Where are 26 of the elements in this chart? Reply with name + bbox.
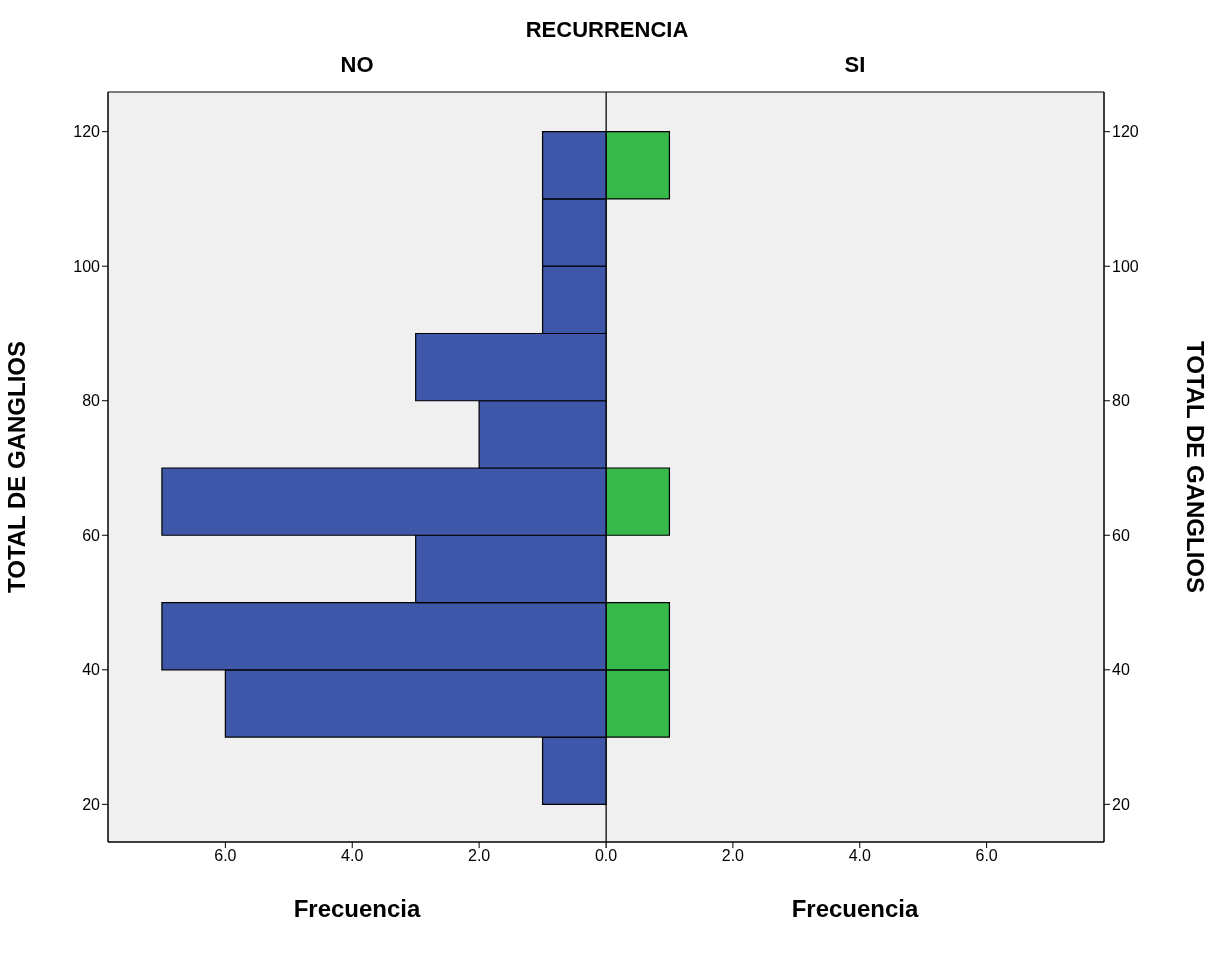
y-tick-label: 120 [1112, 123, 1139, 141]
chart-title: NO [339, 52, 375, 78]
y-tick-label: 20 [82, 796, 101, 814]
y-tick-label: 60 [1112, 526, 1130, 544]
text: RECURRENCIA [524, 16, 690, 44]
x-tick-label: 2.0 [721, 847, 745, 865]
y-axis-title: TOTAL DE GANGLIOS [2, 340, 30, 594]
chart-title: SI [843, 52, 867, 78]
y-tick-label: 120 [73, 123, 101, 141]
x-axis-title: Frecuencia [293, 895, 422, 922]
y-tick-label: 100 [73, 257, 101, 275]
y-tick-label: 40 [1112, 661, 1130, 679]
y-tick-label: 80 [1112, 392, 1130, 410]
x-tick-label: 4.0 [341, 847, 364, 865]
x-axis-title: Frecuencia [791, 895, 920, 922]
y-tick-label: 60 [82, 526, 101, 544]
y-tick-label: 80 [82, 392, 101, 410]
x-tick-label: 0.0 [594, 847, 618, 865]
y-tick-label: 20 [1112, 796, 1130, 814]
y-tick-label: 40 [82, 661, 101, 679]
x-tick-label: 2.0 [468, 847, 491, 865]
y-tick-label: 100 [1112, 257, 1139, 275]
x-tick-label: 6.0 [975, 847, 998, 865]
x-tick-label: 4.0 [848, 847, 871, 865]
y-axis-title: TOTAL DE GANGLIOS [1182, 340, 1210, 594]
x-tick-label: 6.0 [214, 847, 237, 865]
